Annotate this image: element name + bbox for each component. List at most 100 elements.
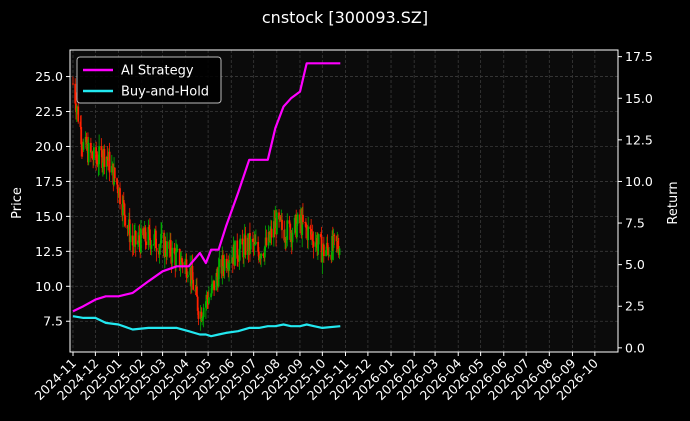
candle-body: [108, 151, 111, 173]
candle-body: [269, 234, 271, 241]
candle-body: [138, 235, 141, 243]
x-tick-labels: 2024-112024-122025-012025-022025-032025-…: [32, 355, 601, 403]
candle-body: [74, 83, 77, 104]
candle-body: [95, 160, 98, 161]
candle-body: [116, 184, 119, 194]
candle-body: [103, 148, 106, 167]
plot-frame: [69, 49, 619, 353]
candle-body: [234, 240, 236, 266]
candle-body: [96, 160, 99, 166]
candle-body: [252, 238, 254, 242]
candle-body: [101, 162, 104, 168]
candle-body: [185, 259, 188, 277]
y-tick-label: 22.5: [35, 104, 63, 119]
candle-body: [87, 142, 90, 163]
candle-body: [152, 244, 155, 246]
candle-body: [149, 240, 152, 249]
candle-body: [309, 226, 312, 230]
y2-tick-label: 7.5: [625, 216, 645, 231]
candle-body: [175, 251, 177, 266]
axes: [66, 49, 622, 356]
candle-body: [80, 126, 83, 145]
candle-body: [169, 240, 172, 257]
y-tick-label: 15.0: [35, 209, 63, 224]
y2-tick-label: 12.5: [625, 132, 653, 147]
candle-body: [213, 280, 215, 291]
candle-body: [128, 219, 131, 243]
candle-body: [320, 236, 323, 263]
candle-body: [262, 253, 265, 256]
candle-body: [217, 267, 220, 287]
candle-body: [283, 229, 286, 241]
candle-body: [216, 272, 218, 277]
candle-body: [133, 236, 136, 247]
candle-body: [316, 238, 319, 251]
candle-body: [204, 301, 207, 308]
candle-body: [160, 233, 162, 244]
candle-body: [187, 275, 189, 277]
candle-body: [122, 200, 125, 204]
candle-body: [311, 233, 314, 242]
candle-body: [201, 317, 204, 318]
candle-body: [196, 286, 198, 297]
y2-axis-label: Return: [666, 181, 681, 224]
candle-body: [275, 212, 278, 235]
candle-body: [75, 103, 77, 113]
candle-body: [123, 203, 126, 216]
candle-body: [258, 257, 261, 261]
candle-body: [236, 240, 239, 259]
y-tick-label: 20.0: [35, 139, 63, 154]
series-lines: [72, 62, 341, 338]
candle-body: [310, 229, 313, 235]
candle-body: [322, 244, 325, 257]
candle-body: [164, 240, 167, 253]
candle-body: [153, 234, 156, 245]
candle-body: [293, 218, 296, 233]
y2-tick-label: 2.5: [625, 299, 645, 314]
candle-body: [301, 214, 304, 236]
candle-body: [225, 258, 228, 269]
candle-body: [241, 238, 244, 245]
candle-body: [166, 241, 168, 257]
candle-body: [92, 147, 95, 161]
y2-tick-labels: 0.0 2.5 5.0 7.5 10.0 12.5 15.0 17.5: [625, 49, 653, 355]
series-line-buy-and-hold: [72, 315, 341, 338]
candles: [72, 76, 341, 331]
candle-body: [79, 121, 82, 127]
candle-body: [154, 230, 157, 248]
candle-body: [270, 228, 273, 238]
candle-body: [85, 136, 88, 149]
candle-body: [91, 152, 94, 159]
candle-body: [237, 258, 239, 261]
candle-body: [140, 228, 142, 253]
candle-body: [210, 293, 213, 298]
candle-body: [215, 272, 218, 291]
candle-body: [307, 226, 310, 241]
candle-body: [327, 248, 330, 256]
candle-body: [134, 231, 137, 245]
candle-body: [160, 232, 163, 234]
candle-body: [155, 247, 158, 251]
candle-body: [296, 214, 299, 224]
candle-body: [286, 220, 289, 240]
candle-body: [175, 249, 178, 252]
candle-body: [332, 234, 335, 248]
candle-body: [305, 227, 308, 229]
candle-body: [75, 108, 78, 113]
candle-body: [302, 214, 304, 223]
y2-tick-label: 15.0: [625, 91, 653, 106]
candle-body: [218, 259, 221, 268]
candle-body: [281, 219, 283, 230]
candle-body: [238, 248, 241, 262]
y-tick-label: 7.5: [43, 314, 63, 329]
candle-body: [314, 242, 317, 247]
candle-body: [101, 150, 104, 168]
candle-body: [335, 236, 338, 242]
candle-body: [116, 178, 118, 185]
candle-body: [305, 222, 307, 228]
candle-body: [228, 262, 230, 270]
candle-body: [145, 241, 148, 246]
candle-body: [288, 220, 291, 224]
candle-body: [159, 243, 162, 247]
